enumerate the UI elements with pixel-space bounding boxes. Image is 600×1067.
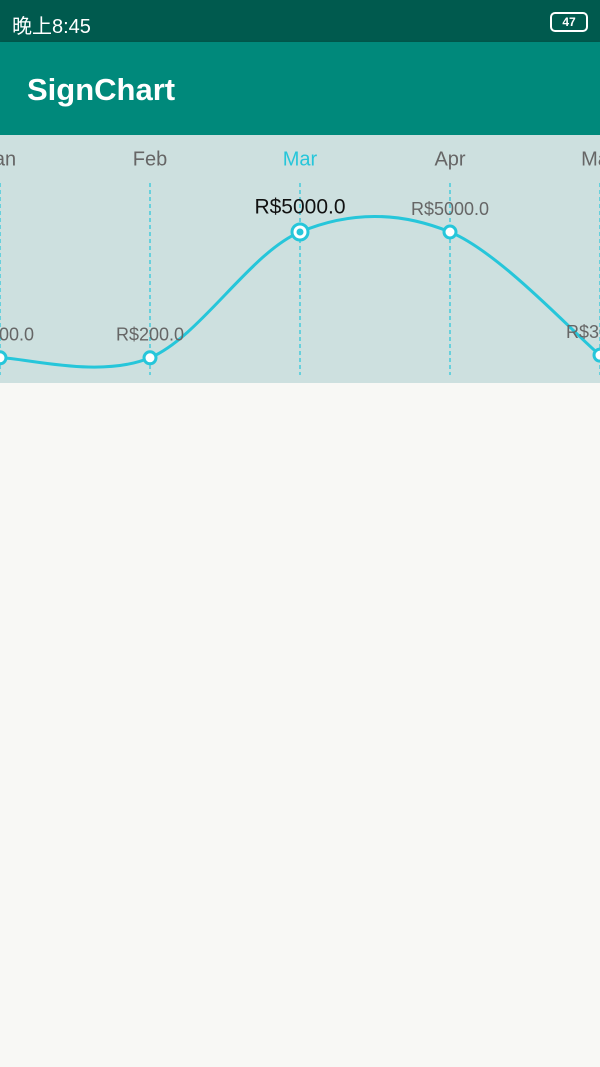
app-title: SignChart: [27, 72, 176, 107]
x-tick-label: Mar: [283, 148, 318, 170]
value-label: R$200.0: [116, 325, 184, 345]
x-tick-label: Feb: [133, 148, 167, 170]
status-time: 晚上8:45: [12, 16, 91, 38]
chart[interactable]: Jan Feb Mar Apr May R$200.0 R$200.0 R$5000.0 R$5…: [0, 135, 600, 385]
x-tick-label: Apr: [434, 148, 465, 170]
status-bar: 晚上8:45 47: [0, 0, 600, 42]
value-label: R$5000.0: [254, 196, 345, 219]
battery: 47: [550, 12, 588, 32]
x-tick-label: Jan: [0, 148, 16, 170]
point: [0, 350, 8, 366]
x-tick-label: May: [581, 148, 600, 170]
value-label: R$200.0: [0, 325, 34, 345]
point: [592, 347, 600, 363]
chart-background: [0, 135, 600, 383]
point: [142, 350, 158, 366]
app-bar: SignChart: [0, 42, 600, 135]
value-label: R$5000.0: [411, 199, 489, 219]
point-center: [296, 228, 304, 236]
point: [442, 224, 458, 240]
value-label: R$300.0: [566, 322, 600, 342]
